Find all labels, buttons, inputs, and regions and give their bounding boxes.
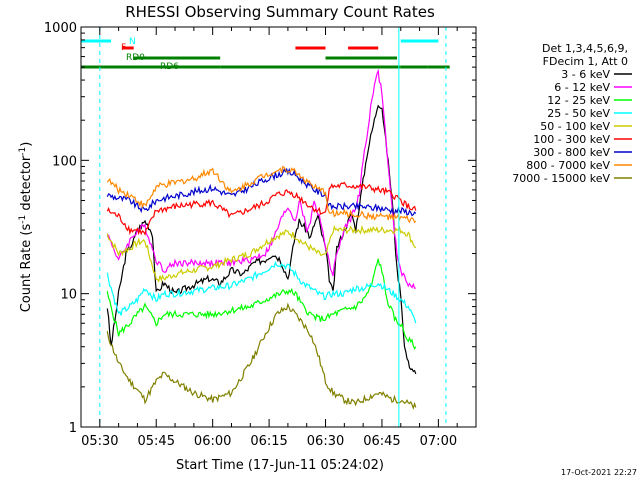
- series-line: [106, 104, 417, 375]
- series-line: [106, 224, 417, 283]
- legend-entry-label: 800 - 7000 keV: [526, 159, 610, 172]
- chart-title: RHESSI Observing Summary Count Rates: [125, 3, 435, 21]
- flag-label: RD0: [126, 53, 145, 63]
- series-line: [106, 181, 417, 236]
- flag-label: N: [129, 37, 136, 47]
- x-axis-label: Start Time (17-Jun-11 05:24:02): [176, 458, 384, 473]
- series-line: [106, 68, 416, 289]
- y-tick-label: 100: [52, 154, 77, 169]
- legend-entry-label: 6 - 12 keV: [554, 81, 610, 94]
- y-axis: 1 10 100 1000: [44, 21, 476, 436]
- legend-entry-label: 300 - 800 keV: [533, 146, 610, 159]
- y-tick-label: 10: [60, 288, 77, 303]
- flags-layer: [81, 39, 450, 69]
- x-tick-label: 07:00: [420, 434, 457, 449]
- x-tick-label: 06:00: [194, 434, 231, 449]
- legend-entry-label: 12 - 25 keV: [547, 94, 610, 107]
- flag-label: F: [121, 43, 126, 53]
- series-line: [106, 167, 417, 217]
- y-axis-label: Count Rate (s-1 detector-1): [18, 142, 34, 313]
- x-tick-label: 06:15: [250, 434, 287, 449]
- x-axis: 05:30 05:45 06:00 06:15 06:30 06:45 07:00: [80, 27, 477, 449]
- y-tick-label: 1: [69, 421, 77, 436]
- legend-entry-label: 7000 - 15000 keV: [512, 172, 610, 185]
- legend-header: Det 1,3,4,5,6,9,: [542, 42, 628, 55]
- y-tick-label: 1000: [44, 21, 77, 36]
- footer-date: 17-Oct-2021 22:27: [561, 468, 637, 477]
- series-line: [106, 165, 417, 224]
- x-tick-label: 05:45: [138, 434, 175, 449]
- series-line: [106, 302, 417, 410]
- x-tick-label: 05:30: [81, 434, 118, 449]
- flag-label: RD6: [160, 62, 179, 72]
- series-line: [106, 260, 417, 324]
- x-tick-label: 06:30: [307, 434, 344, 449]
- vlines-layer: [99, 27, 447, 427]
- legend: Det 1,3,4,5,6,9,FDecim 1, Att 03 - 6 keV…: [512, 42, 632, 185]
- legend-entry-label: 100 - 300 keV: [533, 133, 610, 146]
- series-layer: [106, 68, 417, 410]
- legend-entry-label: 50 - 100 keV: [540, 120, 610, 133]
- plot-frame: [80, 26, 477, 428]
- legend-entry-label: 25 - 50 keV: [547, 107, 610, 120]
- legend-header: FDecim 1, Att 0: [543, 55, 628, 68]
- legend-entry-label: 3 - 6 keV: [561, 68, 610, 81]
- series-line: [106, 258, 417, 351]
- x-tick-label: 06:45: [363, 434, 400, 449]
